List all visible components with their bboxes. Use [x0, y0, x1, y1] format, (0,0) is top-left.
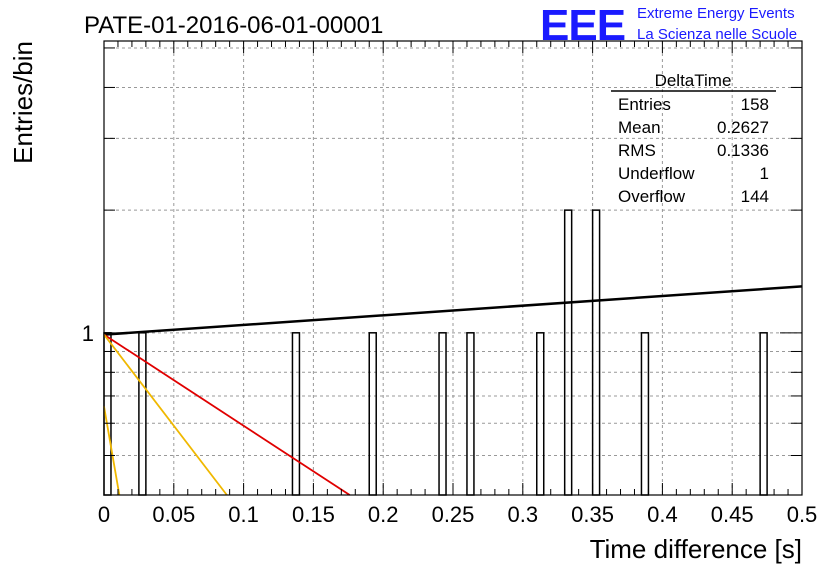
- x-tick-label: 0.2: [368, 502, 399, 527]
- x-tick-label: 0.15: [292, 502, 335, 527]
- x-tick-label: 0.4: [647, 502, 678, 527]
- x-tick-labels: 0 0.05 0.1 0.15 0.2 0.25 0.3 0.35 0.4 0.45 0.5: [98, 502, 817, 527]
- fit-line: [103, 406, 121, 496]
- histogram-bar: [466, 332, 475, 496]
- axis-ticks: [103, 41, 803, 495]
- y-axis-label: Entries/bin: [8, 41, 38, 164]
- x-axis-label: Time difference [s]: [590, 534, 802, 564]
- stats-row-label: Entries: [618, 95, 671, 114]
- eee-logo-text: EEE: [540, 1, 625, 50]
- x-tick-label: 0.3: [508, 502, 539, 527]
- stats-row-label: Underflow: [618, 164, 695, 183]
- stats-row-value: 1: [760, 164, 769, 183]
- histogram-bar: [759, 332, 768, 496]
- stats-title: DeltaTime: [655, 71, 732, 90]
- histogram-bar: [291, 332, 301, 496]
- x-tick-label: 0.45: [711, 502, 754, 527]
- histogram-bars: [103, 209, 768, 496]
- stats-row-value: 158: [741, 95, 769, 114]
- x-tick-label: 0.1: [228, 502, 259, 527]
- fit-line: [103, 333, 351, 496]
- histogram-bar: [591, 209, 601, 496]
- y-tick-label: 1: [82, 321, 94, 346]
- stats-rows: Entries 158 Mean 0.2627 RMS 0.1336 Underflow 1 O…: [618, 95, 769, 206]
- stats-row-value: 0.2627: [717, 118, 769, 137]
- fit-line: [103, 285, 803, 336]
- stats-row-value: 0.1336: [717, 141, 769, 160]
- stats-row-label: Overflow: [618, 187, 686, 206]
- histogram-bar: [368, 332, 377, 496]
- fit-line: [103, 334, 228, 496]
- eee-logo: EEE Extreme Energy Events La Scienza nel…: [540, 1, 797, 50]
- stats-row-label: RMS: [618, 141, 656, 160]
- x-tick-label: 0.25: [432, 502, 475, 527]
- x-tick-label: 0.05: [152, 502, 195, 527]
- eee-logo-line1: Extreme Energy Events: [637, 5, 795, 22]
- stats-box: DeltaTime Entries 158 Mean 0.2627 RMS 0.1336 U…: [611, 71, 776, 206]
- x-tick-label: 0.35: [571, 502, 614, 527]
- histogram-bar: [640, 332, 650, 496]
- histogram-bar: [438, 332, 447, 496]
- y-tick-labels: 1: [82, 321, 94, 346]
- fit-lines: [103, 285, 803, 496]
- eee-logo-line2: La Scienza nelle Scuole: [637, 26, 797, 43]
- stats-row-value: 144: [741, 187, 769, 206]
- histogram-bar: [563, 209, 573, 496]
- histogram-bar: [536, 332, 545, 496]
- grid-lines: [104, 41, 802, 495]
- chart-title: PATE-01-2016-06-01-00001: [84, 12, 383, 39]
- x-tick-label: 0: [98, 502, 110, 527]
- x-tick-label: 0.5: [787, 502, 818, 527]
- stats-row-label: Mean: [618, 118, 661, 137]
